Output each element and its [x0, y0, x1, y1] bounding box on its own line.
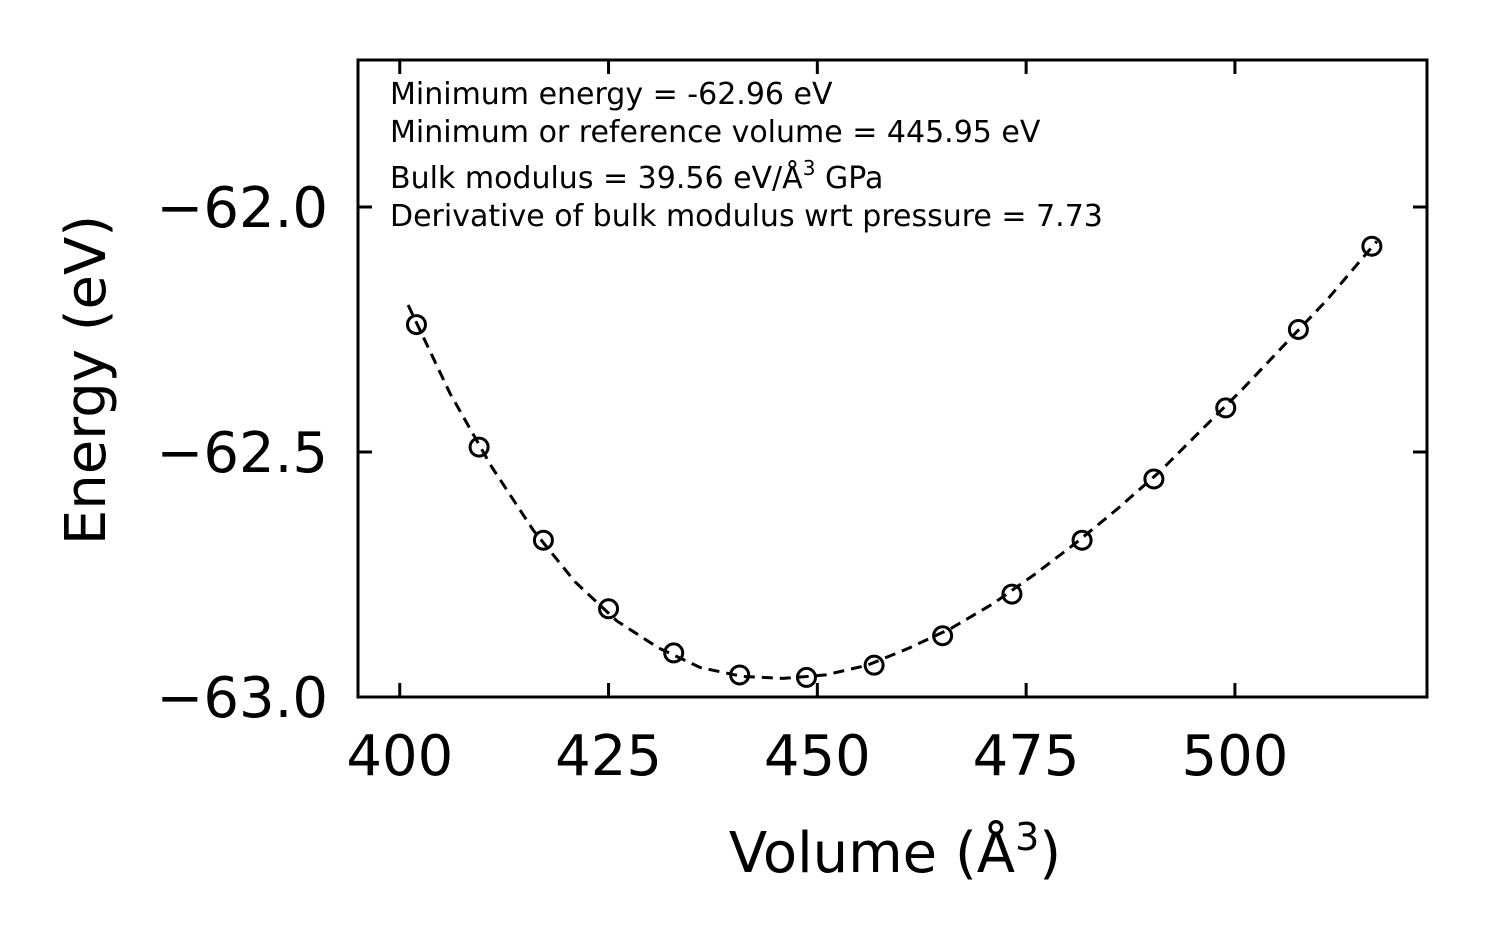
data-point	[598, 598, 620, 620]
annotation-box: Minimum energy = -62.96 eV Minimum or re…	[390, 77, 1103, 234]
data-point	[468, 436, 490, 458]
data-point	[1287, 319, 1309, 340]
y-axis-title: Energy (eV)	[54, 215, 119, 545]
data-point	[863, 654, 885, 676]
data-point	[405, 314, 427, 336]
fit-curve	[406, 240, 1379, 680]
data-point	[532, 529, 554, 551]
annotation-min-volume: Minimum or reference volume = 445.95 eV	[390, 115, 1041, 150]
annotation-bulk-modulus: Bulk modulus = 39.56 eV/Å3 GPa	[390, 156, 883, 196]
bulk-modulus-superscript: 3	[803, 156, 816, 180]
x-tick-label: 425	[555, 724, 662, 789]
x-axis-title-superscript: 3	[1015, 815, 1039, 859]
x-axis-title: Volume (Å3)	[729, 815, 1061, 886]
plot-frame	[356, 58, 1429, 699]
data-point	[1001, 583, 1023, 605]
data-point	[932, 625, 954, 647]
y-tick-label: −62.0	[156, 176, 328, 241]
bulk-modulus-suffix: GPa	[815, 161, 883, 196]
x-axis-title-prefix: Volume (Å	[729, 820, 1015, 886]
x-tick-label: 475	[973, 724, 1080, 789]
x-tick-label: 500	[1181, 724, 1288, 789]
y-tick-label: −63.0	[156, 666, 328, 731]
y-tick-label: −62.5	[156, 421, 328, 486]
annotation-min-energy: Minimum energy = -62.96 eV	[390, 77, 833, 112]
data-point	[1361, 235, 1383, 257]
data-point	[729, 664, 751, 686]
data-point	[1143, 468, 1165, 490]
data-point	[1071, 529, 1093, 551]
data-point	[795, 666, 817, 688]
x-tick-label: 400	[346, 724, 453, 789]
x-axis-title-suffix: )	[1039, 821, 1061, 886]
y-axis-ticks: −63.0 −62.5 −62.0	[156, 176, 1427, 731]
x-axis-ticks: 400 425 450 475 500	[346, 60, 1288, 789]
data-point	[663, 642, 685, 664]
annotation-bulk-modulus-derivative: Derivative of bulk modulus wrt pressure …	[390, 199, 1103, 234]
x-tick-label: 450	[764, 724, 871, 789]
data-point	[1215, 397, 1237, 419]
data-points	[405, 235, 1383, 688]
bulk-modulus-prefix: Bulk modulus = 39.56 eV/Å	[390, 160, 803, 196]
